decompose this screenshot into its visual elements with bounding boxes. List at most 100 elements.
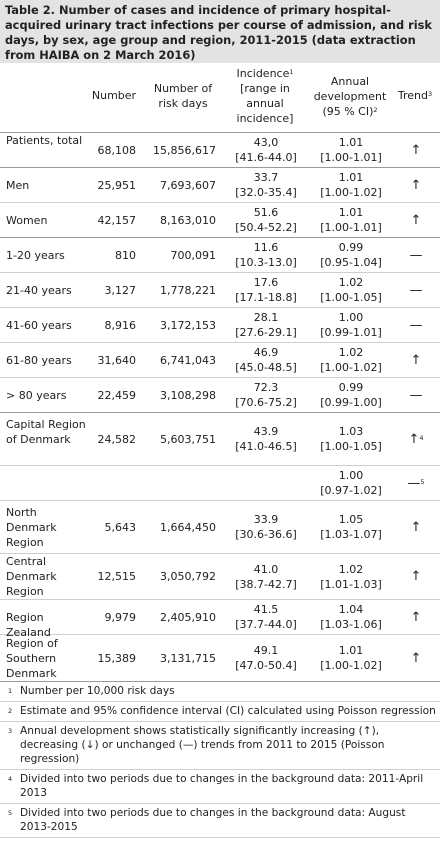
annual-estimate: 1.01 — [338, 206, 364, 219]
incidence-value: 41.0 — [253, 563, 279, 576]
cell-number: 25,951 — [97, 179, 137, 192]
cell-number: 15,389 — [97, 652, 137, 665]
annual-ci: [1.00-1.05] — [320, 291, 382, 304]
trend-arrow-icon: — — [409, 388, 423, 403]
cell-risk-days: 1,778,221 — [160, 284, 216, 297]
header-risk-days: Number of risk days — [153, 82, 213, 110]
table-row: North Denmark Region 5,643 1,664,450 33.9 [3… — [0, 501, 440, 554]
annual-ci: [1.01-1.03] — [320, 578, 382, 591]
incidence-range: [37.7-44.0] — [235, 618, 297, 631]
cell-number: 810 — [115, 249, 136, 262]
trend-indicator: ↑ — [396, 143, 436, 158]
cell-incidence: 11.6 [10.3-13.0] — [228, 240, 304, 270]
trend-indicator: ↑ — [396, 569, 436, 584]
annual-estimate: 1.03 — [338, 425, 364, 438]
cell-annual-development: 1.01 [1.00-1.02] — [310, 643, 392, 673]
trend-footnote-ref: 4 — [419, 434, 424, 442]
header-trend: Trend3 — [394, 88, 436, 103]
cell-risk-days: 8,163,010 — [160, 214, 216, 227]
cell-incidence: 43,0 [41.6-44.0] — [228, 135, 304, 165]
annual-estimate: 1.01 — [338, 644, 364, 657]
table-row: Region Zealand 9,979 2,405,910 41.5 [37.7-44… — [0, 600, 440, 639]
trend-indicator: —5 — [396, 476, 436, 491]
cell-number: 3,127 — [104, 284, 137, 297]
row-label: > 80 years — [6, 389, 67, 402]
annual-ci: [1.00-1.01] — [320, 151, 382, 164]
footnote: 2 Estimate and 95% confidence interval (C… — [0, 702, 440, 722]
trend-arrow-icon: — — [409, 248, 423, 263]
incidence-range: [47.0-50.4] — [235, 659, 297, 672]
footnote-text: Divided into two periods due to changes … — [20, 807, 406, 833]
footnote-ref-3: 3 — [427, 90, 433, 98]
row-label: 21-40 years — [6, 284, 72, 297]
annual-estimate: 1.02 — [338, 276, 364, 289]
row-label: Capital Region of Denmark — [6, 418, 86, 446]
annual-ci: [1.00-1.02] — [320, 659, 382, 672]
cell-incidence: 17.6 [17.1-18.8] — [228, 275, 304, 305]
incidence-range: [30.6-36.6] — [235, 528, 297, 541]
table-row: Women 42,157 8,163,010 51.6 [50.4-52.2] 1.01 [… — [0, 203, 440, 238]
cell-number: 12,515 — [97, 570, 137, 583]
header-annual-development: Annual development (95 % CI)2 — [307, 74, 393, 119]
row-label: Region Zealand — [6, 611, 51, 639]
cell-risk-days: 5,603,751 — [160, 433, 216, 446]
incidence-value: 72.3 — [253, 381, 279, 394]
trend-arrow-icon: — — [407, 476, 421, 491]
annual-estimate: 1.00 — [338, 311, 364, 324]
footnote-marker: 3 — [8, 727, 13, 735]
cell-risk-days: 2,405,910 — [160, 611, 216, 624]
trend-indicator: — — [396, 318, 436, 333]
incidence-range: [10.3-13.0] — [235, 256, 297, 269]
annual-ci: [1.00-1.02] — [320, 186, 382, 199]
cell-number: 24,582 — [97, 433, 137, 446]
trend-indicator: ↑ — [396, 520, 436, 535]
cell-annual-development: 1.00 [0.97-1.02] — [310, 468, 392, 498]
header-incidence-range: [range in annual incidence] — [236, 82, 294, 125]
cell-annual-development: 1.02 [1.00-1.02] — [310, 345, 392, 375]
row-label: 41-60 years — [6, 319, 72, 332]
trend-arrow-icon: ↑ — [410, 610, 422, 625]
cell-number: 68,108 — [97, 144, 137, 157]
cell-incidence: 41.5 [37.7-44.0] — [228, 602, 304, 632]
cell-annual-development: 1.03 [1.00-1.05] — [310, 424, 392, 454]
annual-estimate: 1.02 — [338, 346, 364, 359]
header-trend-label: Trend — [397, 89, 428, 102]
header-number: Number — [91, 89, 137, 102]
annual-ci: [1.00-1.05] — [320, 440, 382, 453]
annual-ci: [0.99-1.00] — [320, 396, 382, 409]
table-footnotes: 1 Number per 10,000 risk days 2 Estimate an… — [0, 682, 440, 838]
row-label: Region of Southern Denmark — [6, 637, 58, 680]
trend-indicator: ↑ — [396, 353, 436, 368]
cell-risk-days: 1,664,450 — [160, 521, 216, 534]
trend-arrow-icon: ↑ — [410, 178, 422, 193]
annual-estimate: 0.99 — [338, 241, 364, 254]
cell-incidence: 49.1 [47.0-50.4] — [228, 643, 304, 673]
table-row: Central Denmark Region 12,515 3,050,792 41.… — [0, 554, 440, 600]
cell-number: 5,643 — [104, 521, 137, 534]
table-row: > 80 years 22,459 3,108,298 72.3 [70.6-75.2]… — [0, 378, 440, 413]
cell-incidence: 28.1 [27.6-29.1] — [228, 310, 304, 340]
trend-arrow-icon: ↑ — [408, 432, 420, 447]
trend-arrow-icon: ↑ — [410, 143, 422, 158]
cell-annual-development: 1.04 [1.03-1.06] — [310, 602, 392, 632]
cell-annual-development: 0.99 [0.95-1.04] — [310, 240, 392, 270]
annual-estimate: 1.05 — [338, 513, 364, 526]
cell-number: 9,979 — [104, 611, 137, 624]
cell-number: 31,640 — [97, 354, 137, 367]
incidence-value: 43,0 — [253, 136, 279, 149]
cell-risk-days: 700,091 — [170, 249, 217, 262]
table-body: Patients, total 68,108 15,856,617 43,0 [41.6… — [0, 133, 440, 682]
row-label: Men — [6, 179, 30, 192]
table-header: Number Number of risk days Incidence1 [r… — [0, 63, 440, 133]
trend-arrow-icon: ↑ — [410, 213, 422, 228]
incidence-value: 17.6 — [253, 276, 279, 289]
cell-annual-development: 1.01 [1.00-1.02] — [310, 170, 392, 200]
trend-indicator: ↑4 — [396, 432, 436, 447]
row-label: Patients, total — [6, 134, 83, 147]
cell-incidence: 43.9 [41.0-46.5] — [228, 424, 304, 454]
annual-ci: [1.03-1.06] — [320, 618, 382, 631]
cell-incidence: 51.6 [50.4-52.2] — [228, 205, 304, 235]
incidence-value: 28.1 — [253, 311, 279, 324]
table-row: 41-60 years 8,916 3,172,153 28.1 [27.6-29.1]… — [0, 308, 440, 343]
header-incidence: Incidence1 [range in annual incidence] — [226, 66, 304, 126]
